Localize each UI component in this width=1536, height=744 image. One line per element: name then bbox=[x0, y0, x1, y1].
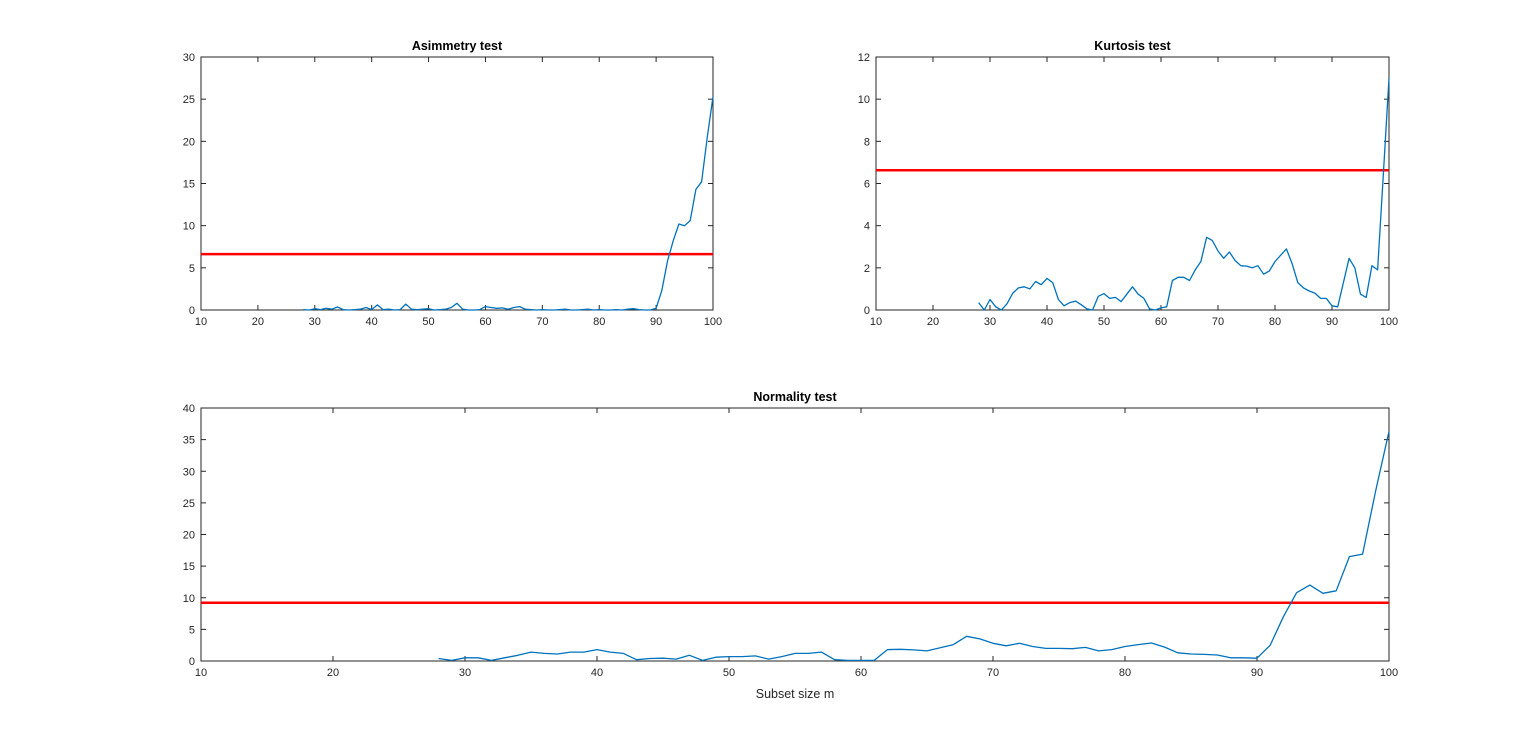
y-tick-label: 25 bbox=[183, 498, 195, 510]
series-line bbox=[438, 431, 1390, 662]
y-tick-label: 4 bbox=[864, 221, 870, 233]
chart-title: Normality test bbox=[753, 390, 837, 404]
subplot-1: 10 20 30 40 50 60 70 80 90 100 0 5 10 15 20 25 30 Asimmet… bbox=[183, 39, 722, 328]
x-tick-label: 20 bbox=[927, 316, 939, 328]
axes-box bbox=[200, 56, 714, 311]
y-tick-label: 12 bbox=[858, 52, 870, 64]
x-tick-label: 100 bbox=[1380, 667, 1398, 679]
series-line bbox=[978, 78, 1390, 311]
chart-title: Kurtosis test bbox=[1094, 39, 1171, 53]
x-tick-label: 10 bbox=[870, 316, 882, 328]
y-tick-label: 2 bbox=[864, 263, 870, 275]
y-tick-label: 15 bbox=[183, 561, 195, 573]
y-tick-label: 20 bbox=[183, 530, 195, 542]
y-tick-label: 6 bbox=[864, 179, 870, 191]
x-tick-label: 90 bbox=[1326, 316, 1338, 328]
x-tick-label: 60 bbox=[1155, 316, 1167, 328]
x-tick-label: 50 bbox=[723, 667, 735, 679]
y-tick-label: 35 bbox=[183, 435, 195, 447]
x-tick-label: 70 bbox=[1212, 316, 1224, 328]
x-tick-label: 30 bbox=[309, 316, 321, 328]
x-tick-label: 40 bbox=[1041, 316, 1053, 328]
x-tick-label: 100 bbox=[704, 316, 722, 328]
x-tick-label: 20 bbox=[327, 667, 339, 679]
x-tick-label: 40 bbox=[591, 667, 603, 679]
x-tick-label: 80 bbox=[1269, 316, 1281, 328]
axes-box bbox=[200, 407, 1390, 662]
y-tick-label: 10 bbox=[858, 94, 870, 106]
y-tick-label: 40 bbox=[183, 403, 195, 415]
x-tick-label: 50 bbox=[1098, 316, 1110, 328]
y-tick-label: 5 bbox=[189, 263, 195, 275]
x-tick-label: 10 bbox=[195, 667, 207, 679]
y-tick-label: 5 bbox=[189, 624, 195, 636]
x-tick-label: 10 bbox=[195, 316, 207, 328]
x-tick-label: 20 bbox=[252, 316, 264, 328]
x-tick-label: 60 bbox=[855, 667, 867, 679]
y-tick-label: 15 bbox=[183, 179, 195, 191]
y-tick-label: 20 bbox=[183, 136, 195, 148]
x-tick-label: 60 bbox=[479, 316, 491, 328]
y-tick-label: 10 bbox=[183, 221, 195, 233]
x-tick-label: 40 bbox=[366, 316, 378, 328]
axes-box bbox=[875, 56, 1390, 311]
series-line bbox=[303, 96, 714, 311]
x-tick-label: 30 bbox=[984, 316, 996, 328]
x-tick-label: 70 bbox=[536, 316, 548, 328]
x-tick-label: 70 bbox=[987, 667, 999, 679]
y-tick-label: 25 bbox=[183, 94, 195, 106]
y-tick-label: 0 bbox=[864, 305, 870, 317]
x-axis-label: Subset size m bbox=[756, 687, 835, 701]
y-tick-label: 0 bbox=[189, 305, 195, 317]
y-tick-label: 0 bbox=[189, 656, 195, 668]
y-tick-label: 30 bbox=[183, 52, 195, 64]
subplot-3: 10 20 30 40 50 60 70 80 90 100 0 5 10 15 20 25 30 35 40 Nor… bbox=[183, 390, 1398, 701]
x-tick-label: 80 bbox=[593, 316, 605, 328]
y-tick-label: 8 bbox=[864, 136, 870, 148]
x-tick-label: 80 bbox=[1119, 667, 1131, 679]
x-tick-label: 90 bbox=[1251, 667, 1263, 679]
x-tick-label: 50 bbox=[422, 316, 434, 328]
x-tick-label: 100 bbox=[1380, 316, 1398, 328]
x-tick-label: 90 bbox=[650, 316, 662, 328]
y-tick-label: 30 bbox=[183, 466, 195, 478]
y-tick-label: 10 bbox=[183, 593, 195, 605]
x-tick-label: 30 bbox=[459, 667, 471, 679]
subplot-2: 10 20 30 40 50 60 70 80 90 100 0 2 4 6 8 10 12 Kurtosis t… bbox=[858, 39, 1398, 328]
chart-title: Asimmetry test bbox=[412, 39, 503, 53]
